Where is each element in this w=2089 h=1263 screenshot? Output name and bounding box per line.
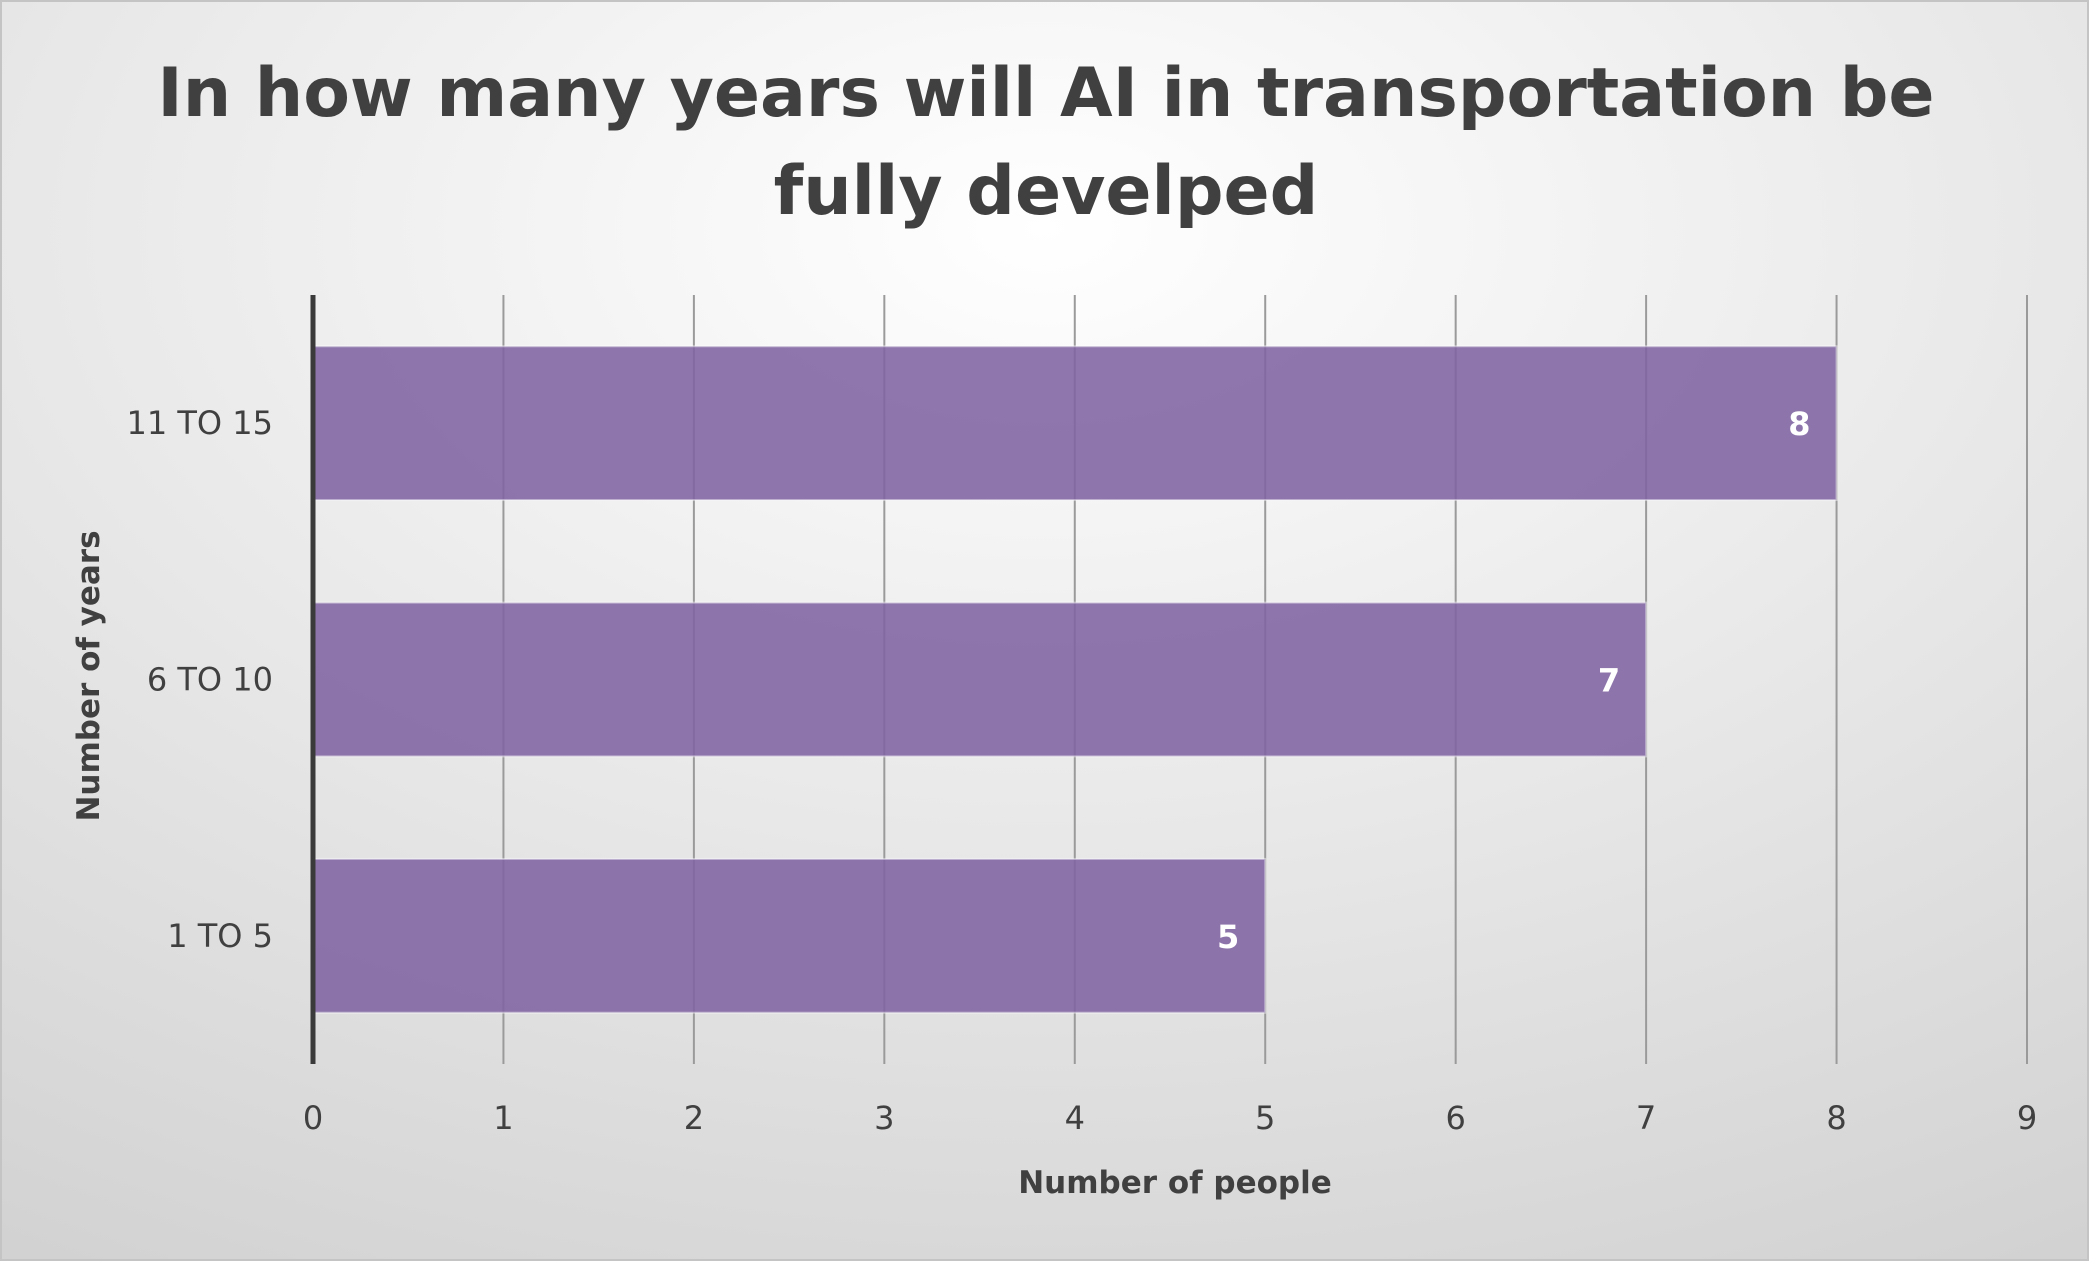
x-tick-label-2: 2 [684, 1099, 704, 1137]
y-tick-label-0: 11 TO 15 [126, 404, 273, 442]
x-tick-label-8: 8 [1826, 1099, 1846, 1137]
x-tick-label-9: 9 [2017, 1099, 2037, 1137]
x-tick-label-5: 5 [1255, 1099, 1275, 1137]
y-tick-labels: 11 TO 15 6 TO 10 1 TO 5 [126, 404, 273, 955]
x-tick-labels: 0 1 2 3 4 5 6 7 8 9 [303, 1099, 2037, 1137]
x-tick-label-7: 7 [1636, 1099, 1656, 1137]
data-label-1: 7 [1598, 662, 1620, 700]
bar-2 [312, 857, 1267, 1014]
x-tick-label-6: 6 [1445, 1099, 1465, 1137]
bar-0 [312, 345, 1838, 502]
x-tick-label-0: 0 [303, 1099, 323, 1137]
x-tick-label-4: 4 [1065, 1099, 1085, 1137]
chart-title-line-2: fully develped [774, 152, 1319, 231]
y-tick-label-2: 1 TO 5 [167, 917, 273, 955]
y-axis-title: Number of years [71, 530, 107, 821]
data-label-2: 5 [1217, 918, 1239, 956]
data-label-0: 8 [1788, 405, 1810, 443]
chart-title-line-1: In how many years will AI in transportat… [157, 54, 1934, 133]
bars [312, 345, 1838, 1014]
chart-title: In how many years will AI in transportat… [157, 54, 1934, 231]
x-tick-label-1: 1 [493, 1099, 513, 1137]
x-tick-label-3: 3 [874, 1099, 894, 1137]
data-labels: 8 7 5 [1217, 405, 1811, 956]
y-tick-label-1: 6 TO 10 [147, 661, 273, 699]
bar-1 [312, 601, 1648, 758]
x-axis-title: Number of people [1018, 1165, 1332, 1201]
